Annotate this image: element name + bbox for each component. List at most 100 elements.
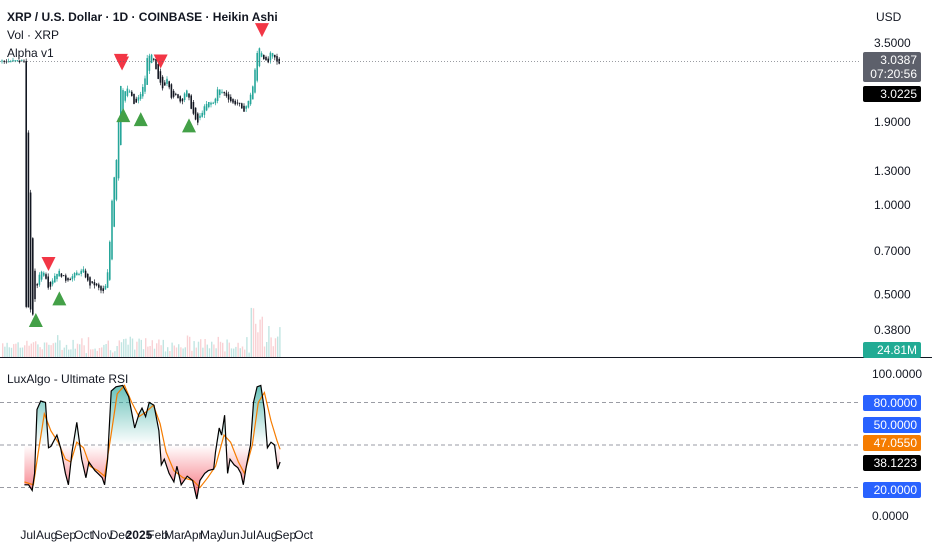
candle-body — [78, 273, 80, 275]
axes: 3.5000 1.9000 1.3000 1.0000 0.7000 0.5000 0.38… — [20, 36, 922, 542]
volume-bar — [180, 347, 182, 357]
candle-body — [106, 272, 109, 288]
candle-body — [168, 81, 170, 88]
price-panel — [0, 23, 860, 357]
volume-bar — [54, 342, 57, 357]
currency-label[interactable]: USD — [876, 10, 902, 24]
volume-bar — [213, 344, 215, 357]
volume-bar — [215, 348, 217, 357]
candle-body — [84, 270, 87, 278]
candle-body — [254, 69, 256, 93]
candle-body — [27, 132, 30, 308]
candle-body — [194, 107, 197, 120]
sell-signal-marker — [153, 54, 168, 69]
volume-bar — [120, 342, 123, 357]
volume-bar — [4, 346, 6, 357]
time-axis-tick: Jul — [20, 528, 35, 542]
volume-bar — [178, 344, 180, 357]
volume-bar — [26, 340, 28, 357]
volume-bar — [162, 339, 164, 357]
candle-body — [186, 90, 188, 97]
indicator-legend[interactable]: Alpha v1 — [7, 46, 54, 60]
candle-body — [49, 282, 52, 287]
candle-body — [98, 284, 100, 288]
candle-body — [51, 280, 54, 285]
price-axis-tick: 0.3800 — [874, 323, 911, 337]
candle-body — [219, 89, 221, 95]
candle-body — [142, 87, 144, 97]
volume-bar — [257, 332, 259, 357]
volume-bar — [197, 341, 200, 357]
price-axis-tick: 1.0000 — [874, 198, 911, 212]
candle-body — [190, 95, 192, 109]
candle-body — [265, 57, 267, 61]
volume-bar — [87, 337, 90, 357]
candle-body — [65, 275, 67, 281]
volume-bar — [116, 346, 118, 357]
volume-legend[interactable]: Vol · XRP — [7, 28, 60, 42]
candle-body — [146, 58, 148, 85]
candle-body — [139, 94, 142, 99]
candle-body — [12, 60, 14, 62]
candle-body — [232, 99, 234, 103]
volume-bar — [169, 351, 171, 357]
candle-body — [115, 160, 118, 200]
volume-bar — [277, 336, 279, 357]
prev-close-tag: 3.0225 — [863, 86, 921, 102]
volume-bar — [191, 350, 193, 357]
candle-body — [172, 90, 175, 97]
volume-bar — [32, 342, 35, 357]
volume-bar — [21, 347, 24, 357]
volume-bar — [195, 347, 197, 357]
candle-body — [45, 274, 47, 279]
volume-bar — [274, 338, 277, 357]
volume-bar — [156, 343, 158, 357]
candle-body — [256, 53, 258, 81]
volume-bar — [6, 342, 8, 357]
volume-bar — [226, 339, 228, 357]
candle-body — [177, 94, 179, 99]
volume-bar — [94, 348, 96, 357]
rsi-signal-tag: 47.0550 — [863, 435, 921, 451]
candle-body — [223, 92, 225, 94]
volume-bar — [81, 338, 83, 357]
panel-divider[interactable] — [0, 357, 932, 358]
time-axis-tick: Mar — [164, 528, 185, 542]
volume-bar — [8, 347, 10, 357]
buy-signal-marker — [182, 118, 197, 133]
volume-bar — [90, 349, 92, 357]
candle-body — [155, 59, 157, 69]
volume-bar — [41, 349, 43, 357]
candle-body — [14, 60, 16, 62]
last-price-value: 3.0387 — [880, 53, 917, 67]
price-axis-tick: 3.5000 — [874, 36, 911, 50]
candle-body — [274, 54, 276, 58]
volume-bar — [142, 349, 145, 357]
candle-body — [159, 71, 162, 83]
time-axis-tick: Sep — [275, 528, 297, 542]
candle-body — [150, 54, 153, 63]
volume-bar — [204, 339, 206, 357]
volume-bar — [270, 337, 272, 357]
candle-body — [16, 60, 19, 62]
rsi-legend[interactable]: LuxAlgo - Ultimate RSI — [7, 372, 129, 386]
volume-bar — [217, 336, 219, 357]
volume-bar — [147, 346, 149, 357]
candle-body — [175, 93, 177, 95]
volume-bar — [255, 323, 257, 357]
time-axis-tick: Dec — [110, 528, 131, 542]
time-axis-tick: Sep — [55, 528, 77, 542]
volume-bar — [118, 340, 120, 357]
candle-body — [197, 113, 199, 123]
volume-bar — [151, 340, 153, 357]
volume-bar — [17, 342, 19, 357]
candle-body — [179, 96, 181, 102]
chart-title[interactable]: XRP / U.S. Dollar · 1D · COINBASE · Heik… — [7, 10, 278, 24]
volume-bar — [263, 346, 266, 357]
volume-bar — [101, 347, 103, 357]
volume-bar — [83, 345, 85, 357]
candle-body — [234, 100, 236, 105]
volume-bar — [136, 341, 138, 357]
candle-body — [230, 96, 232, 102]
